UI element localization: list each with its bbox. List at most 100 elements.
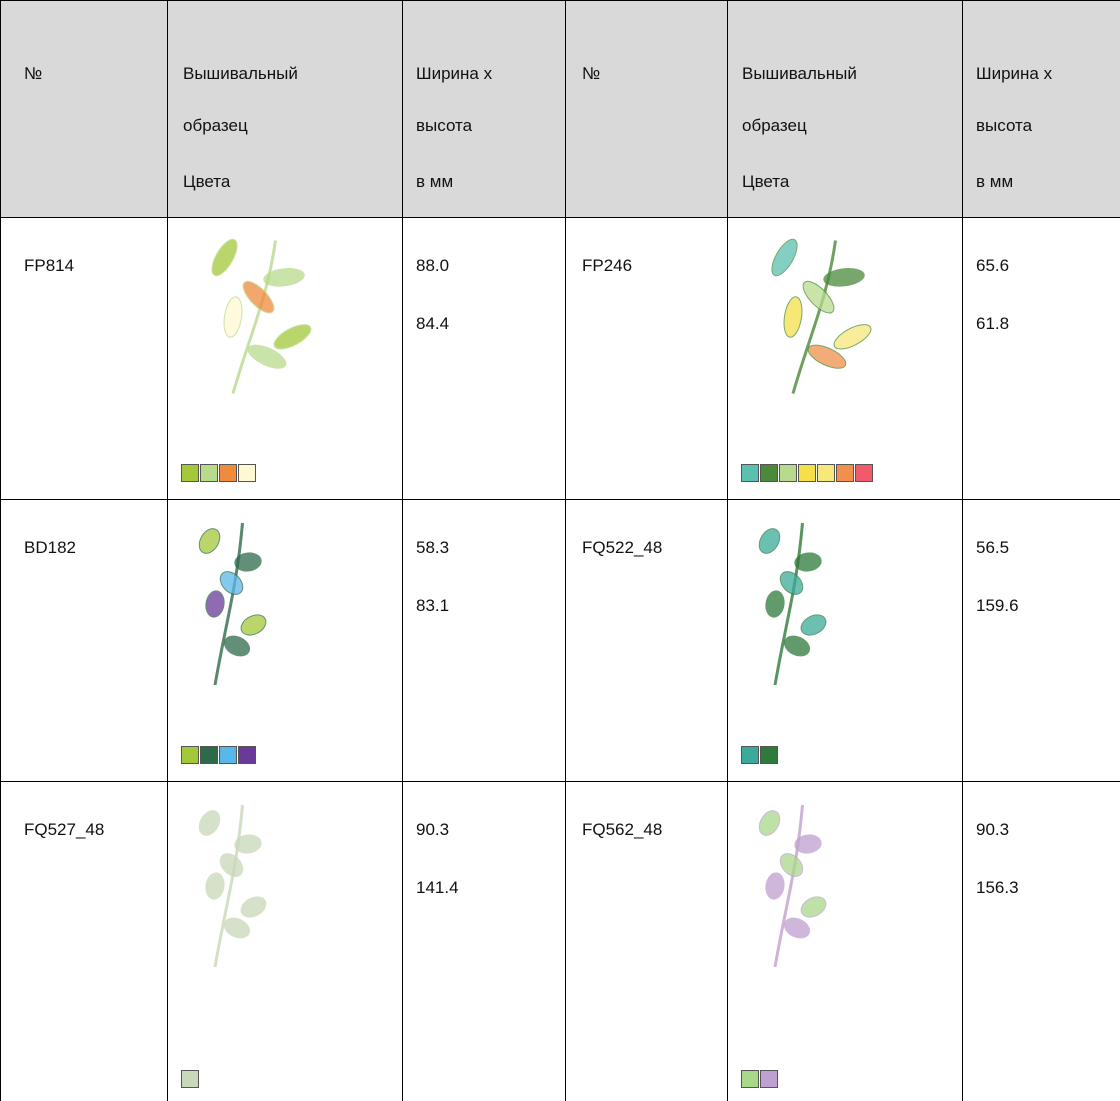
- embroidery-image: [198, 804, 267, 968]
- header-text: высота: [976, 116, 1033, 135]
- image-shape: [773, 804, 804, 968]
- pattern-id: FP814: [24, 256, 75, 275]
- table-cell: [728, 218, 963, 500]
- pattern-id: FQ562_48: [582, 820, 663, 839]
- header-text: образец: [183, 116, 248, 135]
- pattern-id: FQ527_48: [24, 820, 105, 839]
- embroidery-image: [758, 522, 827, 686]
- height-mm: 141.4: [416, 878, 459, 897]
- embroidery-image: [771, 238, 872, 394]
- color-swatch: [741, 1070, 759, 1088]
- table-cell: [0, 782, 168, 1101]
- height-mm: 159.6: [976, 596, 1019, 615]
- table-cell: [403, 218, 566, 500]
- width-mm: 58.3: [416, 538, 450, 557]
- color-swatch: [200, 464, 218, 482]
- table-cell: [963, 218, 1120, 500]
- header-cell: [963, 0, 1120, 218]
- table-cell: [168, 500, 403, 782]
- header-cell: [0, 0, 168, 218]
- image-shape: [779, 853, 804, 877]
- image-shape: [219, 853, 244, 877]
- embroidery-image: [198, 522, 267, 686]
- height-mm: 84.4: [416, 314, 450, 333]
- image-shape: [791, 240, 837, 394]
- width-mm: 90.3: [416, 820, 450, 839]
- header-text: в мм: [416, 172, 454, 191]
- image-shape: [240, 614, 267, 636]
- header-cell: [403, 0, 566, 218]
- image-shape: [198, 528, 221, 554]
- table-cell: [566, 500, 728, 782]
- image-shape: [234, 834, 262, 854]
- image-shape: [771, 238, 798, 277]
- header-text: №: [24, 64, 43, 83]
- image-shape: [783, 635, 811, 657]
- table-cell: [403, 500, 566, 782]
- image-shape: [800, 614, 827, 636]
- image-shape: [765, 590, 785, 618]
- color-swatch: [760, 464, 778, 482]
- header-text: образец: [742, 116, 807, 135]
- color-swatch: [741, 746, 759, 764]
- color-swatch: [817, 464, 835, 482]
- image-shape: [833, 324, 872, 350]
- color-swatch: [238, 746, 256, 764]
- image-shape: [800, 896, 827, 918]
- pattern-id: FP246: [582, 256, 633, 275]
- table-cell: [0, 500, 168, 782]
- image-shape: [823, 268, 865, 287]
- image-shape: [794, 834, 822, 854]
- color-swatch: [798, 464, 816, 482]
- header-text: №: [582, 64, 601, 83]
- image-shape: [758, 528, 781, 554]
- image-shape: [807, 344, 847, 369]
- image-shape: [242, 280, 275, 314]
- table-cell: [168, 782, 403, 1101]
- image-shape: [263, 268, 305, 287]
- embroidery-image: [758, 804, 827, 968]
- image-shape: [231, 240, 277, 394]
- width-mm: 65.6: [976, 256, 1010, 275]
- image-shape: [213, 804, 244, 968]
- image-shape: [758, 810, 781, 836]
- image-shape: [205, 872, 225, 900]
- image-shape: [223, 635, 251, 657]
- image-shape: [779, 571, 804, 595]
- color-swatch: [760, 1070, 778, 1088]
- table-cell: [963, 500, 1120, 782]
- color-swatch: [238, 464, 256, 482]
- image-shape: [211, 238, 238, 277]
- header-cell: [728, 0, 963, 218]
- image-shape: [234, 552, 262, 572]
- pattern-id: FQ522_48: [582, 538, 663, 557]
- width-mm: 88.0: [416, 256, 450, 275]
- table-cell: [566, 782, 728, 1101]
- color-swatch: [741, 464, 759, 482]
- image-shape: [783, 917, 811, 939]
- header-text: в мм: [976, 172, 1014, 191]
- color-swatch: [200, 746, 218, 764]
- header-cell: [168, 0, 403, 218]
- header-text: Ширина x: [416, 64, 493, 83]
- image-shape: [219, 571, 244, 595]
- header-cell: [566, 0, 728, 218]
- color-swatch: [219, 746, 237, 764]
- table-cell: [728, 782, 963, 1101]
- color-swatch: [836, 464, 854, 482]
- color-swatch: [219, 464, 237, 482]
- height-mm: 156.3: [976, 878, 1019, 897]
- width-mm: 90.3: [976, 820, 1010, 839]
- image-shape: [765, 872, 785, 900]
- color-swatch: [181, 1070, 199, 1088]
- image-shape: [223, 296, 243, 338]
- height-mm: 83.1: [416, 596, 450, 615]
- table-cell: [168, 218, 403, 500]
- image-shape: [205, 590, 225, 618]
- color-swatch: [181, 746, 199, 764]
- pattern-id: BD182: [24, 538, 76, 557]
- header-text: Цвета: [183, 172, 231, 191]
- image-shape: [213, 522, 244, 686]
- color-swatch: [760, 746, 778, 764]
